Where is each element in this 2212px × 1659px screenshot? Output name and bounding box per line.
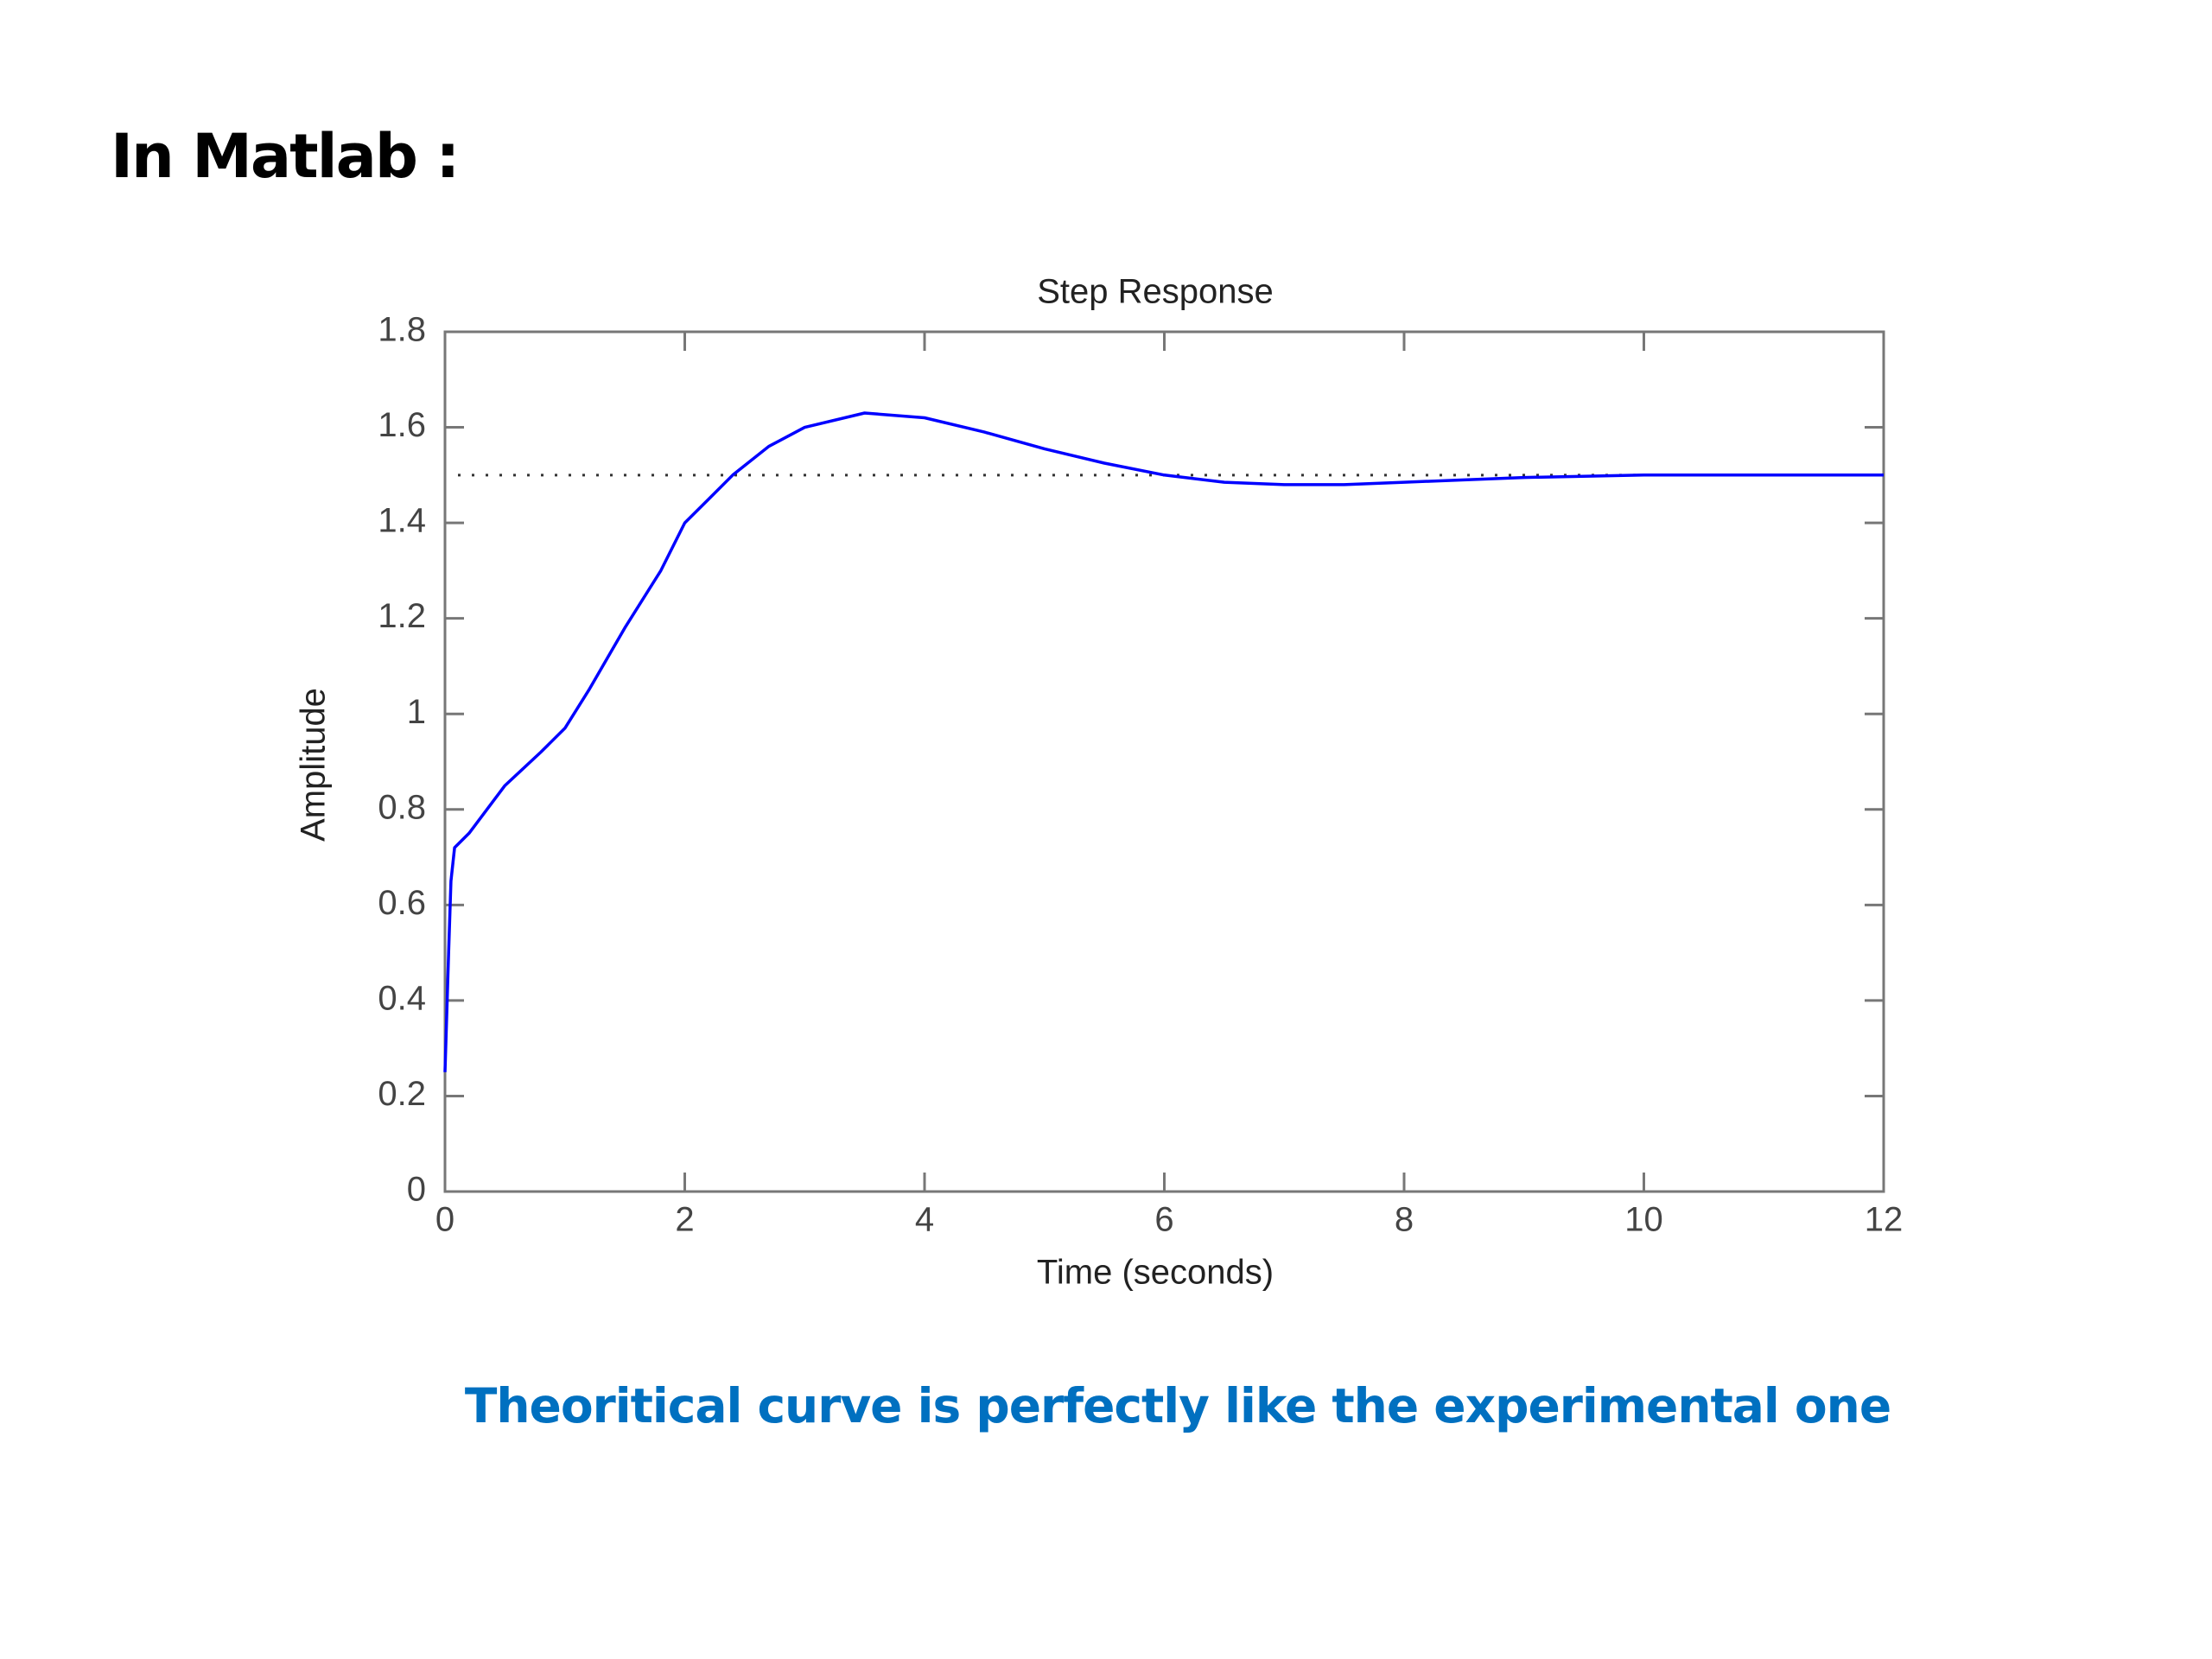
y-tick-label: 1.4 bbox=[378, 502, 426, 540]
y-tick-label: 1.6 bbox=[378, 406, 426, 444]
chart-title: Step Response bbox=[1037, 273, 1274, 311]
x-tick-label: 12 bbox=[1865, 1201, 1904, 1239]
response-line bbox=[443, 411, 1884, 1072]
slide-title: In Matlab : bbox=[111, 121, 460, 192]
x-tick-label: 2 bbox=[675, 1201, 694, 1239]
x-tick-label: 6 bbox=[1154, 1201, 1173, 1239]
x-tick-label: 4 bbox=[915, 1201, 934, 1239]
x-tick-label: 8 bbox=[1395, 1201, 1414, 1239]
y-tick-label: 0.2 bbox=[378, 1075, 426, 1113]
y-tick-label: 0 bbox=[407, 1171, 426, 1209]
y-tick-label: 1 bbox=[407, 693, 426, 731]
y-tick-label: 0.8 bbox=[378, 788, 426, 826]
caption: Theoritical curve is perfectly like the … bbox=[464, 1378, 1891, 1433]
y-tick-label: 0.4 bbox=[378, 979, 426, 1017]
y-tick-label: 1.8 bbox=[378, 311, 426, 349]
y-tick-label: 0.6 bbox=[378, 884, 426, 922]
y-axis-label: Amplitude bbox=[295, 688, 333, 842]
plot-frame bbox=[443, 330, 1885, 1193]
x-axis-label: Time (seconds) bbox=[1037, 1254, 1274, 1292]
x-tick-label: 0 bbox=[435, 1201, 454, 1239]
x-tick-label: 10 bbox=[1624, 1201, 1663, 1239]
y-tick-label: 1.2 bbox=[378, 597, 426, 635]
